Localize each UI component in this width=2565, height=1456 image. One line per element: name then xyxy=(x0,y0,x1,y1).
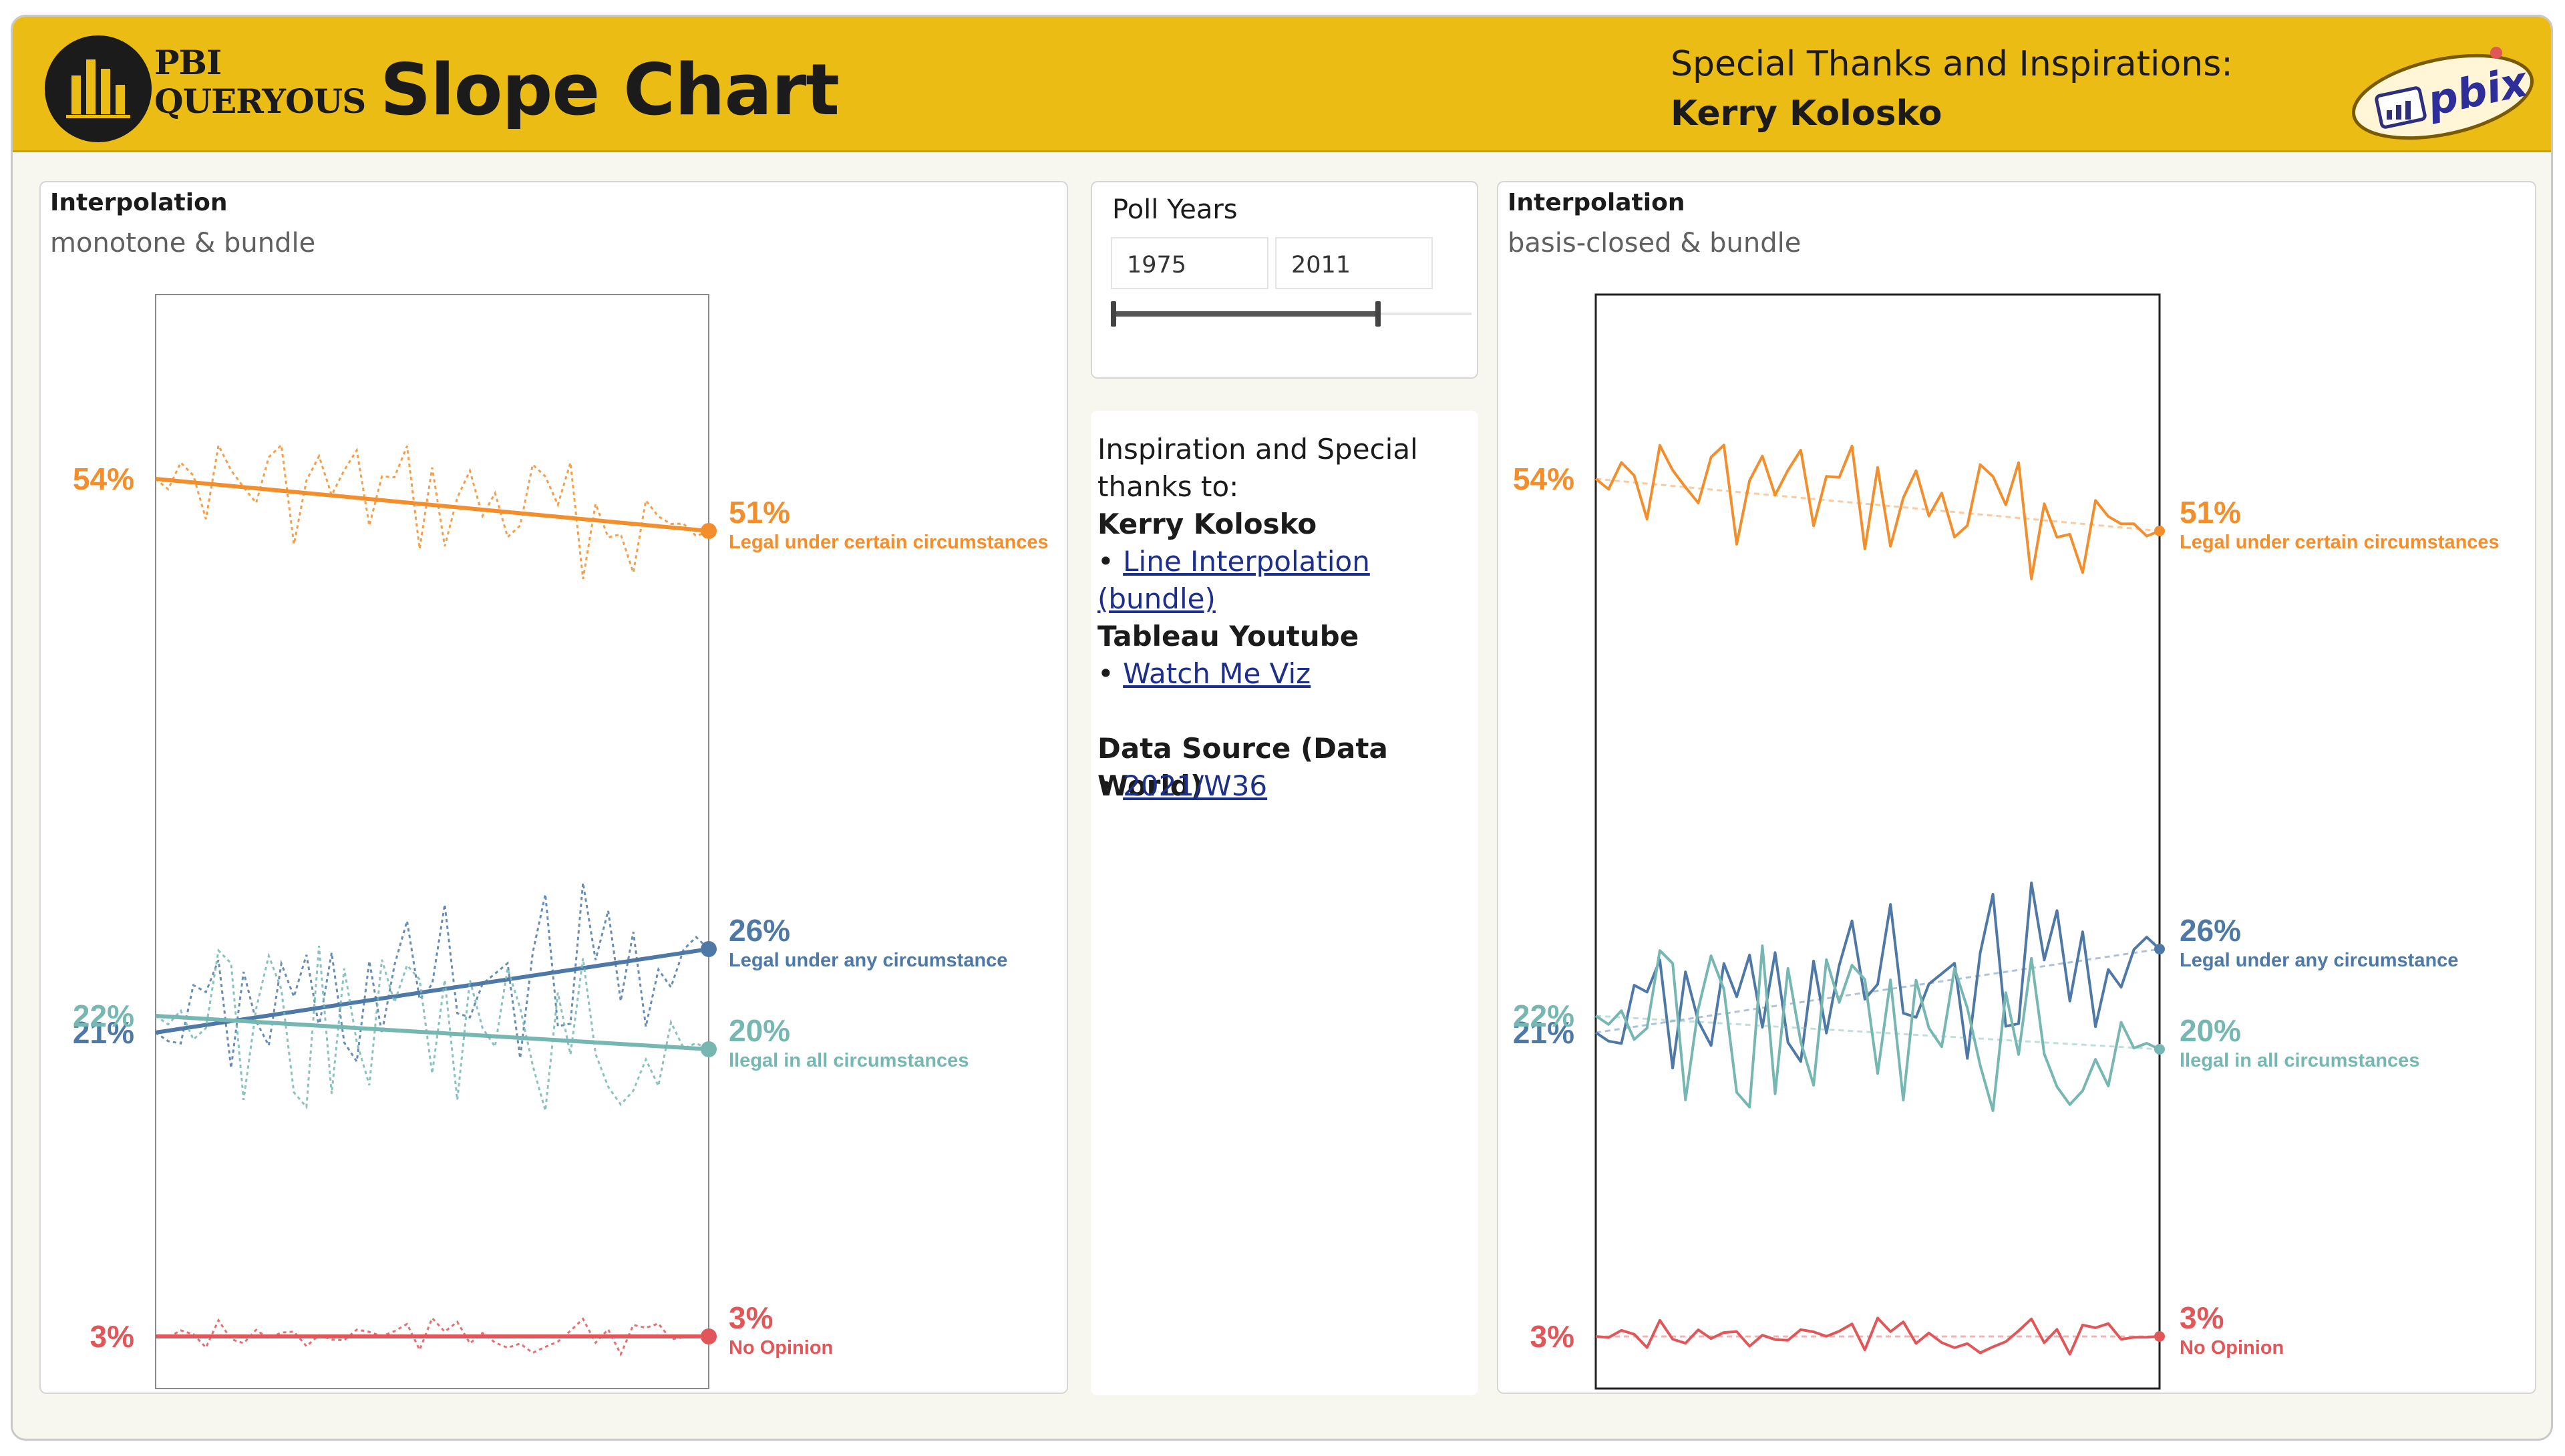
start-value-label: 21% xyxy=(1513,1015,1574,1050)
data-source-link-row: • 2021/W36 xyxy=(1097,767,1267,805)
end-value-label: 51% xyxy=(2180,495,2241,530)
inspiration-intro: Inspiration and Special thanks to: xyxy=(1097,433,1418,503)
end-value-label: 20% xyxy=(2180,1013,2241,1048)
end-point xyxy=(2154,944,2165,954)
brand-line-1: PBI xyxy=(154,43,222,82)
start-value-label: 54% xyxy=(1513,462,1574,496)
end-category-label: Legal under certain circumstances xyxy=(729,532,1049,553)
plot-frame xyxy=(155,294,709,1389)
slicer-title: Poll Years xyxy=(1112,194,1238,225)
end-value-label: 20% xyxy=(729,1013,790,1048)
report-canvas: PBI QUERYOUS Slope Chart Special Thanks … xyxy=(11,15,2553,1441)
end-value-label: 3% xyxy=(729,1300,773,1335)
watch-me-viz-link[interactable]: Watch Me Viz xyxy=(1123,657,1311,690)
right-slope-chart: 54% 51%Legal under certain circumstances 2… xyxy=(1513,293,2500,1390)
start-value-label: 3% xyxy=(90,1319,134,1354)
end-point xyxy=(701,1041,717,1057)
end-category-label: Legal under certain circumstances xyxy=(2180,532,2500,553)
slope-line xyxy=(1595,1015,2160,1051)
slope-line xyxy=(155,947,709,1035)
end-category-label: llegal in all circumstances xyxy=(2180,1050,2419,1071)
start-year-input[interactable]: 1975 xyxy=(1111,237,1268,289)
series-detail-line xyxy=(155,442,709,580)
end-value-label: 26% xyxy=(2180,913,2241,948)
thanks-name: Kerry Kolosko xyxy=(1671,94,1942,134)
end-point xyxy=(2154,526,2165,536)
slope-line xyxy=(155,477,709,533)
right-chart-panel: Interpolation basis-closed & bundle 54% 5… xyxy=(1497,181,2536,1394)
data-source-title: Data Source (Data World) xyxy=(1097,732,1388,802)
slope-line xyxy=(155,1014,709,1051)
inspiration-link-row: • Line Interpolation (bundle) xyxy=(1097,543,1478,618)
start-value-label: 22% xyxy=(1513,998,1574,1033)
data-world-link[interactable]: 2021/W36 xyxy=(1123,769,1268,802)
brand-logo-icon xyxy=(45,35,152,142)
right-panel-title: Interpolation xyxy=(1508,189,1685,216)
slope-line xyxy=(1595,478,2160,532)
end-point xyxy=(701,941,717,957)
start-year-handle[interactable] xyxy=(1111,301,1116,327)
tableau-link-row: • Watch Me Viz xyxy=(1097,655,1311,693)
plot-frame xyxy=(1594,293,2161,1390)
left-panel-title: Interpolation xyxy=(50,189,228,216)
year-range-fill xyxy=(1112,311,1378,317)
start-value-label: 22% xyxy=(73,998,134,1033)
start-value-label: 21% xyxy=(73,1015,134,1050)
end-year-handle[interactable] xyxy=(1375,301,1381,327)
end-category-label: Legal under any circumstance xyxy=(2180,950,2458,971)
series-detail-line xyxy=(1594,881,2161,1070)
end-point xyxy=(2154,1331,2165,1342)
tableau-section-title: Tableau Youtube xyxy=(1097,620,1359,653)
end-value-label: 3% xyxy=(2180,1300,2224,1335)
start-value-label: 54% xyxy=(73,462,134,496)
end-point xyxy=(2154,1044,2165,1055)
bullet: • xyxy=(1097,657,1114,690)
bullet: • xyxy=(1097,545,1114,578)
series-detail-line xyxy=(1594,944,2160,1112)
brand-line-2: QUERYOUS xyxy=(154,81,366,121)
header-bar: PBI QUERYOUS Slope Chart Special Thanks … xyxy=(13,17,2551,152)
end-category-label: No Opinion xyxy=(2180,1337,2284,1358)
end-year-input[interactable]: 2011 xyxy=(1275,237,1433,289)
end-category-label: No Opinion xyxy=(729,1337,833,1358)
end-point xyxy=(701,523,717,539)
start-value-label: 3% xyxy=(1530,1319,1574,1354)
right-panel-subtitle: basis-closed & bundle xyxy=(1508,228,1802,258)
brand-name: PBI QUERYOUS xyxy=(154,43,366,121)
end-category-label: llegal in all circumstances xyxy=(729,1050,969,1071)
series-detail-line xyxy=(155,945,709,1111)
end-category-label: Legal under any circumstance xyxy=(729,950,1007,971)
poll-years-slicer: Poll Years 1975 2011 xyxy=(1091,181,1478,379)
series-detail-line xyxy=(1595,1316,2160,1356)
thanks-label: Special Thanks and Inspirations: xyxy=(1671,44,2233,84)
page-title: Slope Chart xyxy=(380,49,840,131)
inspiration-panel: Inspiration and Special thanks to: Kerry… xyxy=(1091,411,1478,1395)
series-detail-line xyxy=(1594,443,2160,580)
inspiration-name: Kerry Kolosko xyxy=(1097,508,1317,540)
left-panel-subtitle: monotone & bundle xyxy=(50,228,316,258)
line-interpolation-link[interactable]: Line Interpolation (bundle) xyxy=(1097,545,1370,615)
special-thanks: Special Thanks and Inspirations: Kerry K… xyxy=(1671,39,2233,138)
left-chart-panel: Interpolation monotone & bundle 54% 51% Le… xyxy=(39,181,1068,1394)
bullet: • xyxy=(1097,769,1114,802)
slope-line xyxy=(1595,948,2160,1034)
pbix-badge-icon: pbix xyxy=(2351,47,2534,140)
series-detail-line xyxy=(155,882,710,1069)
left-slope-chart: 54% 51%Legal under certain circumstances 2… xyxy=(73,294,1049,1389)
end-value-label: 51% xyxy=(729,495,790,530)
end-point xyxy=(701,1328,717,1344)
end-value-label: 26% xyxy=(729,913,790,948)
